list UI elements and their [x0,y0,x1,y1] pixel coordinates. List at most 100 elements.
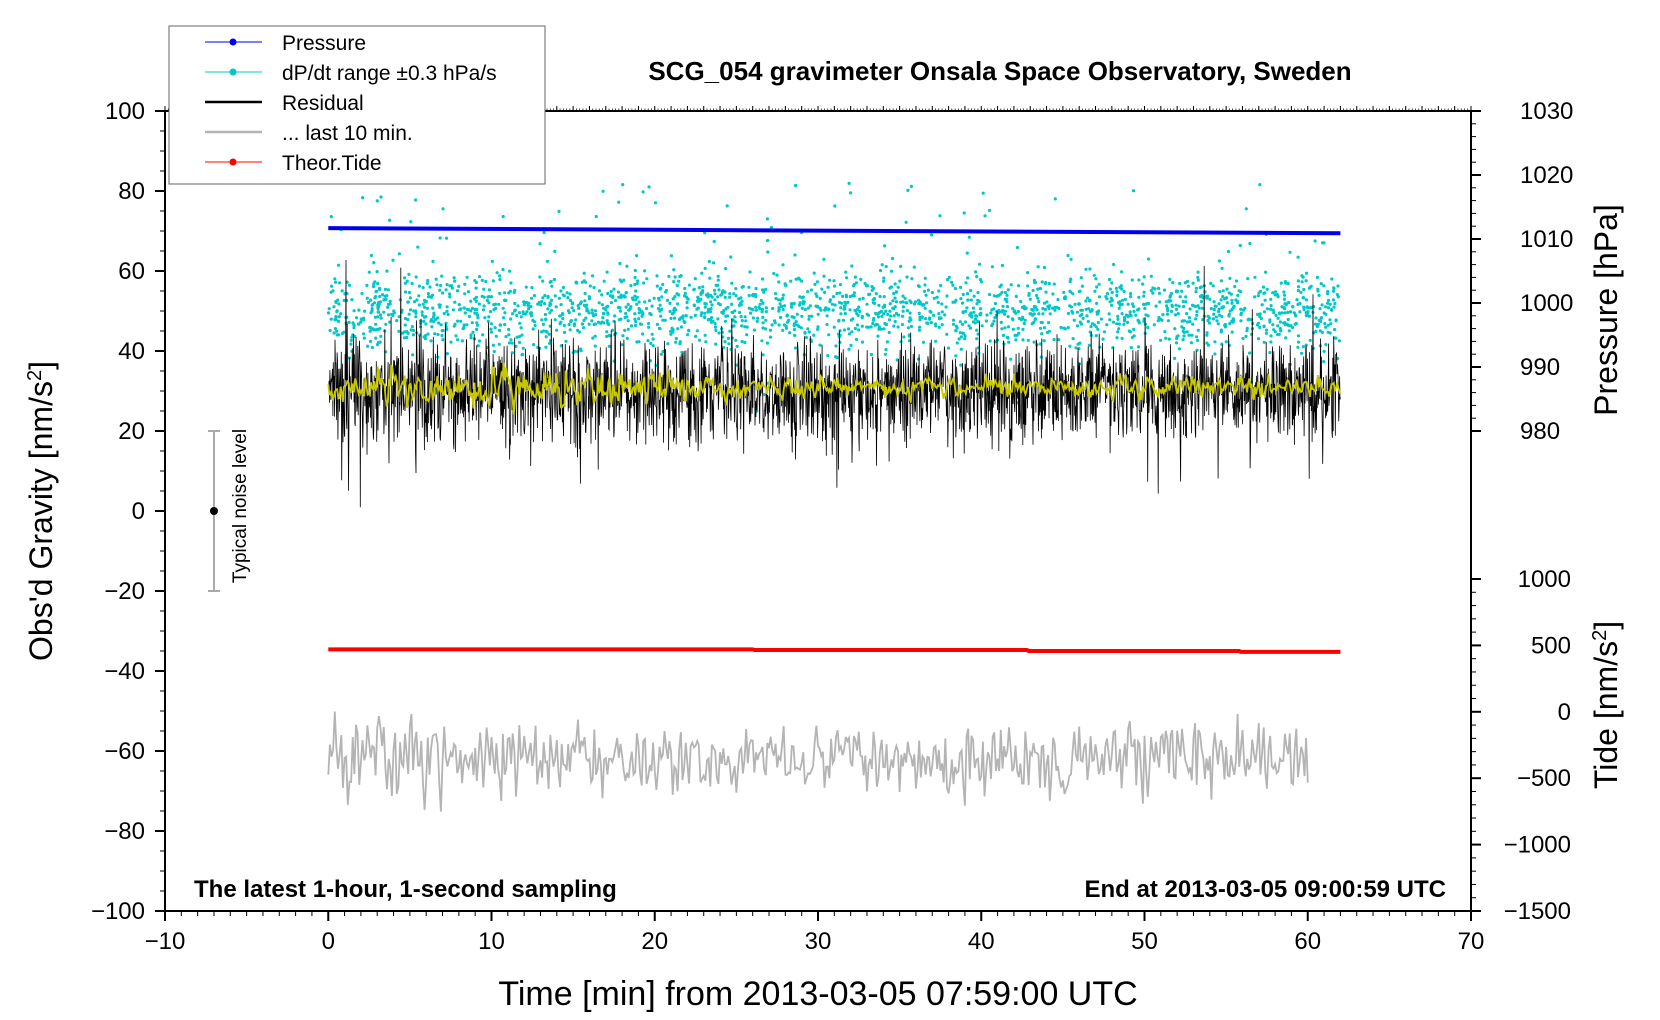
dpdt-point [1005,305,1010,309]
dpdt-point [477,339,482,343]
dpdt-point [1313,322,1318,326]
dpdt-point [647,321,651,326]
dpdt-point [1134,313,1138,317]
dpdt-point [713,292,717,296]
dpdt-point [967,235,971,239]
dpdt-point [1146,314,1150,318]
dpdt-point [626,327,630,331]
dpdt-point [1116,314,1120,318]
tide-tick-label: 1000 [1518,566,1571,593]
dpdt-point [1066,253,1070,258]
dpdt-point [418,325,422,329]
dpdt-point [543,312,548,317]
dpdt-point [850,264,854,268]
dpdt-point [1191,281,1195,285]
dpdt-point [964,309,968,313]
dpdt-point [1191,322,1195,326]
dpdt-point [904,301,908,305]
dpdt-point [1199,285,1203,289]
dpdt-point [882,295,886,299]
dpdt-point [684,314,688,318]
dpdt-point [1328,318,1332,322]
dpdt-point [634,298,638,302]
dpdt-point [876,334,880,338]
dpdt-point [366,300,371,304]
dpdt-point [1056,297,1060,302]
dpdt-point [1126,302,1130,306]
dpdt-point [843,307,847,311]
dpdt-point [962,211,966,215]
dpdt-point [1289,310,1293,314]
dpdt-point [1042,265,1047,270]
dpdt-point [489,330,493,334]
dpdt-point [1314,316,1318,320]
dpdt-point [624,291,628,295]
dpdt-point [518,334,522,339]
dpdt-point [1193,304,1198,309]
dpdt-point [1014,294,1018,298]
dpdt-point [842,328,847,332]
dpdt-point [857,328,861,332]
dpdt-point [800,314,804,318]
dpdt-point [764,318,768,322]
dpdt-point [1142,294,1146,298]
dpdt-point [593,334,597,338]
dpdt-point [792,301,796,306]
dpdt-point [1037,300,1041,304]
dpdt-point [676,302,680,306]
dpdt-point [1298,301,1302,306]
dpdt-point [1071,337,1075,341]
dpdt-point [983,214,987,218]
dpdt-point [1181,329,1185,333]
dpdt-point [1231,318,1236,323]
dpdt-point [475,327,479,331]
dpdt-point [431,259,435,263]
dpdt-point [975,275,979,279]
dpdt-point [490,295,494,299]
dpdt-point [1137,278,1141,282]
dpdt-point [423,334,428,338]
dpdt-point [1294,321,1298,326]
dpdt-point [709,300,713,304]
dpdt-point [909,318,913,322]
dpdt-point [1069,277,1073,281]
dpdt-point [561,293,565,297]
dpdt-point [605,330,609,334]
dpdt-point [1101,337,1105,341]
dpdt-point [386,288,390,292]
dpdt-point [1315,324,1319,329]
dpdt-point [391,258,395,262]
dpdt-point [674,336,678,341]
dpdt-point [1286,317,1290,322]
dpdt-point [1003,312,1007,316]
dpdt-point [1170,309,1174,313]
dpdt-point [1328,302,1332,306]
dpdt-point [546,307,550,311]
dpdt-point [401,331,405,335]
dpdt-point [1199,300,1203,304]
dpdt-point [816,327,820,331]
dpdt-point [565,291,569,295]
dpdt-point [1209,307,1213,311]
dpdt-point [382,298,386,302]
dpdt-point [1043,307,1047,311]
dpdt-point [1077,302,1081,306]
dpdt-point [601,316,605,320]
dpdt-point [974,314,978,318]
dpdt-point [376,341,380,345]
dpdt-point [973,317,978,321]
dpdt-point [779,304,784,309]
dpdt-point [745,333,749,337]
dpdt-point [1038,286,1042,291]
dpdt-point [807,314,811,318]
dpdt-point [844,293,848,297]
dpdt-point [1173,327,1177,331]
tide-tick-label: 0 [1558,699,1571,726]
dpdt-point [428,285,432,289]
dpdt-point [1301,345,1305,349]
dpdt-point [1157,286,1161,290]
dpdt-point [1117,302,1122,306]
dpdt-point [637,317,641,321]
legend-label: Theor.Tide [282,152,382,175]
dpdt-point [771,306,775,311]
